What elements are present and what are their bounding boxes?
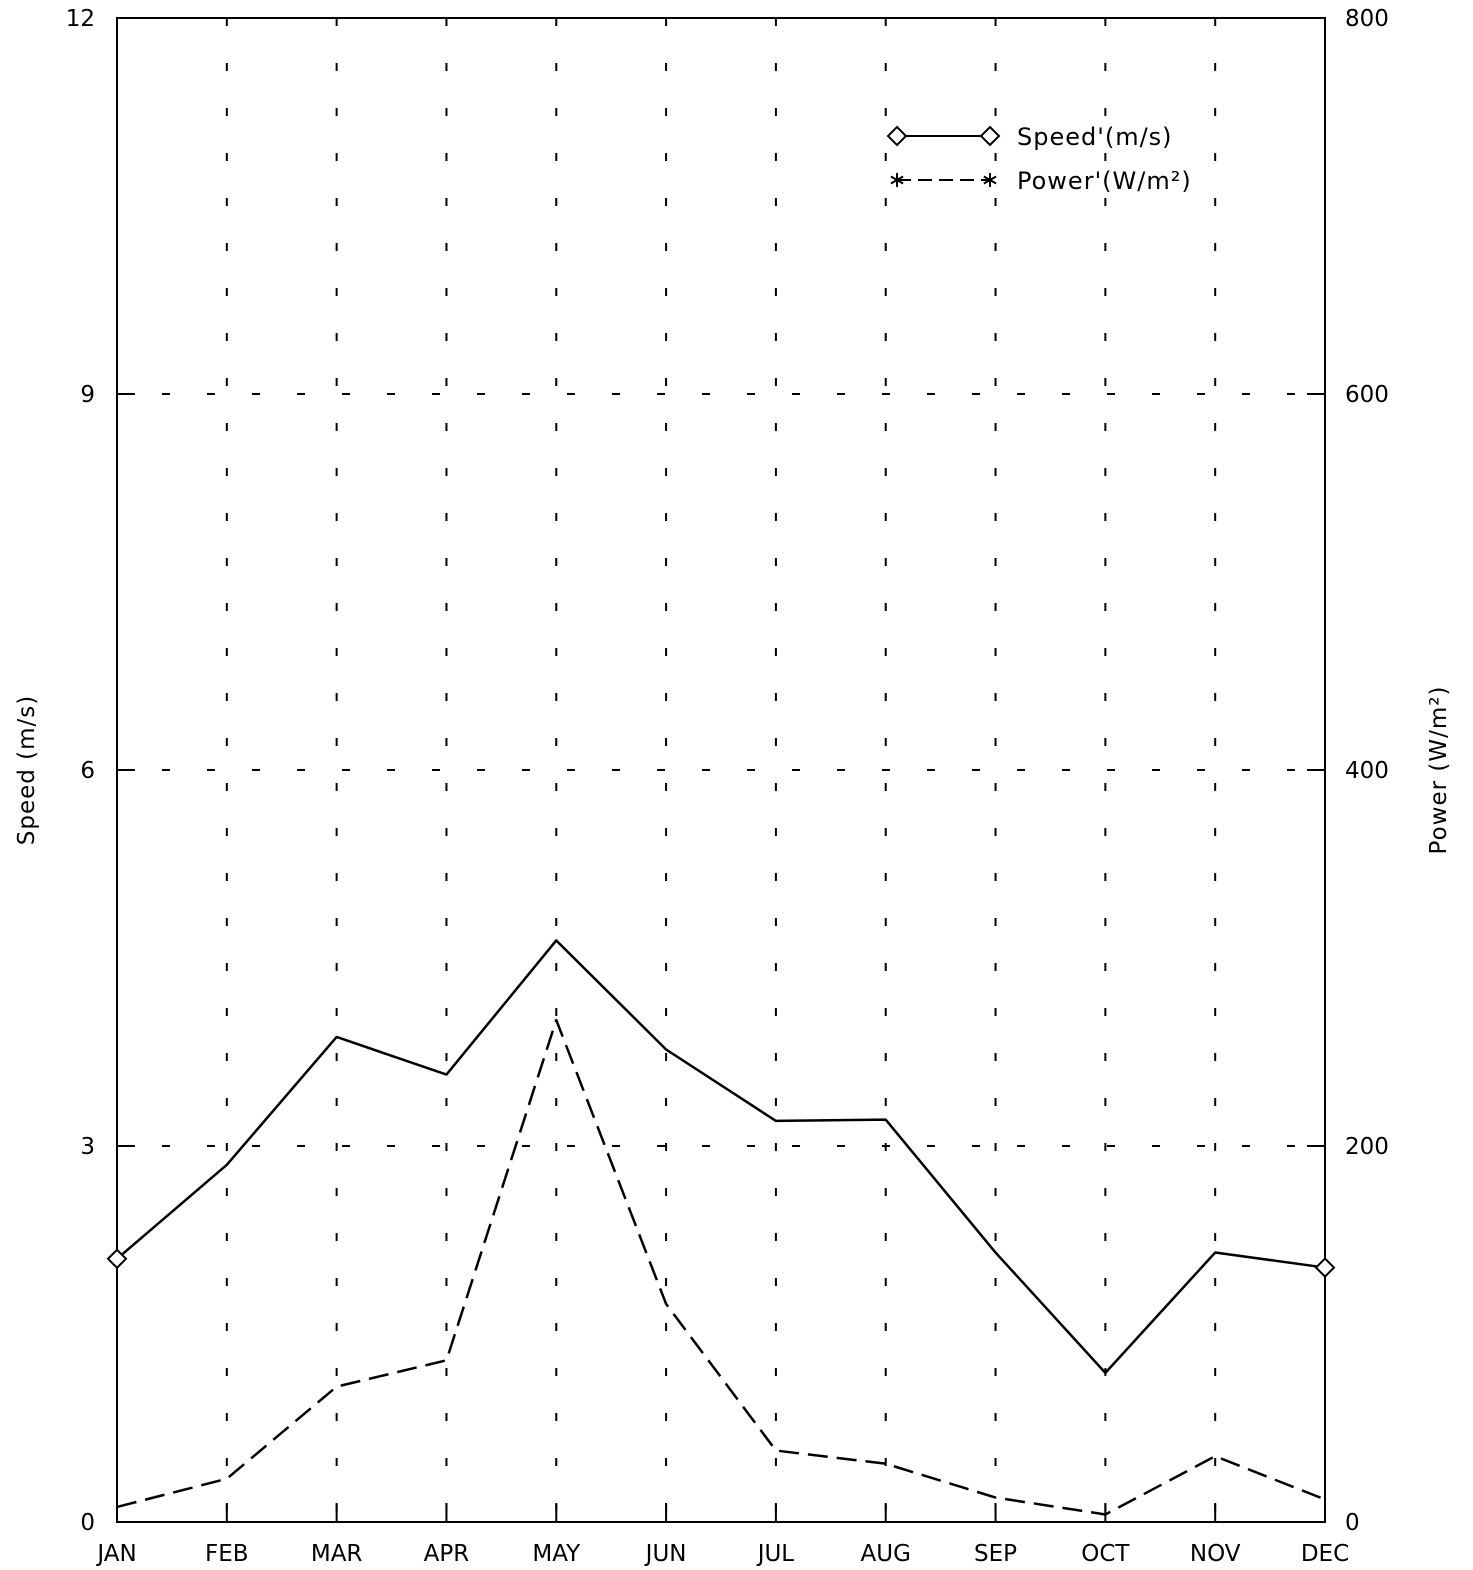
x-tick-label: JUN bbox=[644, 1541, 687, 1567]
y-right-tick-label: 800 bbox=[1345, 6, 1389, 32]
y-left-tick-label: 3 bbox=[80, 1134, 95, 1160]
series-line-power bbox=[116, 1018, 1326, 1516]
series-line-speed bbox=[116, 939, 1326, 1375]
y-left-tick-label: 9 bbox=[80, 382, 95, 408]
grid bbox=[117, 18, 1325, 1522]
x-tick-label: JUL bbox=[756, 1541, 795, 1567]
y-left-tick-label: 6 bbox=[80, 758, 95, 784]
legend-marker-speed bbox=[979, 125, 1001, 147]
legend: Speed'(m/s) Power'(W/m²) bbox=[886, 123, 1192, 195]
y-right-tick-label: 0 bbox=[1345, 1510, 1360, 1536]
legend-label-power: Power'(W/m²) bbox=[1017, 167, 1192, 195]
x-tick-label: FEB bbox=[205, 1541, 249, 1567]
axes: 0 3 6 9 12 0 200 400 600 800 JAN FEB MAR APR MAY JUN JUL… bbox=[14, 6, 1452, 1567]
y-right-tick-label: 600 bbox=[1345, 382, 1389, 408]
x-tick-label: APR bbox=[424, 1541, 470, 1567]
y-right-tick-label: 400 bbox=[1345, 758, 1389, 784]
x-tick-label: AUG bbox=[861, 1541, 911, 1567]
x-tick-label: MAR bbox=[311, 1541, 363, 1567]
y-right-axis-title: Power (W/m²) bbox=[1426, 686, 1452, 855]
legend-marker-speed bbox=[886, 125, 908, 147]
data-point-marker-speed bbox=[1314, 1257, 1336, 1278]
x-tick-label: JAN bbox=[95, 1541, 136, 1567]
y-left-tick-label: 0 bbox=[80, 1510, 95, 1536]
data-point-marker-speed bbox=[106, 1248, 128, 1270]
legend-marker-power bbox=[983, 173, 997, 187]
x-tick-label: OCT bbox=[1081, 1541, 1130, 1567]
x-tick-label: MAY bbox=[532, 1541, 581, 1567]
x-tick-label: DEC bbox=[1301, 1541, 1349, 1567]
x-tick-label: NOV bbox=[1190, 1541, 1241, 1567]
x-tick-label: SEP bbox=[974, 1541, 1017, 1567]
y-left-axis-title: Speed (m/s) bbox=[14, 695, 40, 846]
legend-marker-power bbox=[890, 173, 904, 187]
series bbox=[106, 939, 1336, 1516]
legend-label-speed: Speed'(m/s) bbox=[1017, 123, 1173, 151]
y-right-tick-label: 200 bbox=[1345, 1134, 1389, 1160]
y-left-tick-label: 12 bbox=[66, 6, 95, 32]
